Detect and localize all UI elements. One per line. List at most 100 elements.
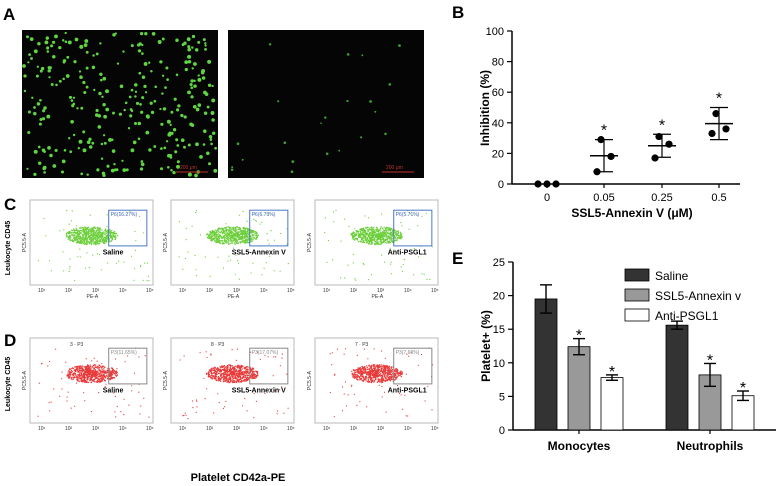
- flow-event: [235, 240, 237, 243]
- cell-dot-left: [63, 148, 67, 152]
- flow-event: [65, 236, 68, 238]
- flow-event: [233, 380, 235, 382]
- flow-event: [232, 368, 235, 371]
- flow-event: [242, 228, 244, 230]
- flow-event: [391, 234, 394, 236]
- cell-dot-left: [45, 37, 49, 40]
- flow-event: [95, 231, 97, 233]
- flow-event: [371, 228, 373, 231]
- flow-event: [368, 236, 370, 238]
- flow-event: [388, 373, 390, 376]
- cell-dot-left: [105, 107, 110, 112]
- flow-event: [379, 233, 381, 236]
- flow-event: [239, 228, 241, 230]
- cell-dot-left: [167, 132, 172, 137]
- flow-event: [234, 370, 237, 373]
- flow-event: [233, 235, 235, 238]
- flow-event: [225, 370, 227, 372]
- flow-event: [111, 374, 114, 376]
- flow-event: [406, 353, 408, 355]
- flow-event: [395, 233, 397, 236]
- flow-event: [116, 374, 119, 376]
- flow-event: [361, 366, 364, 368]
- flow-event: [123, 261, 125, 263]
- flow-event: [395, 239, 397, 242]
- flow-event: [210, 232, 212, 235]
- flow-event: [361, 379, 364, 382]
- flow-plot-xlabel: PE-A: [372, 294, 384, 300]
- flow-event: [103, 368, 105, 370]
- cell-dot-left: [163, 146, 167, 150]
- cell-dot-left: [113, 162, 116, 166]
- flow-event: [392, 378, 394, 381]
- flow-event: [380, 382, 382, 384]
- flow-event: [385, 369, 387, 372]
- flow-event: [256, 232, 258, 234]
- flow-event: [279, 389, 281, 391]
- flow-event: [398, 236, 400, 239]
- flow-event: [210, 353, 212, 355]
- flow-event: [376, 369, 378, 371]
- flow-event: [83, 392, 85, 394]
- flow-event: [101, 363, 103, 365]
- flow-event: [116, 368, 118, 370]
- flow-event: [235, 377, 237, 380]
- flow-event: [229, 238, 231, 240]
- flow-event: [400, 233, 403, 235]
- flow-event: [363, 241, 366, 244]
- flow-event: [395, 235, 397, 237]
- flow-event: [231, 375, 233, 378]
- flow-event: [335, 209, 337, 211]
- flow-event: [366, 373, 368, 375]
- cell-dot-left: [183, 145, 186, 149]
- flow-event: [227, 229, 229, 231]
- flow-event: [388, 236, 391, 239]
- cell-dot-left: [172, 170, 176, 175]
- cell-dot-left: [141, 43, 144, 47]
- cell-dot-left: [26, 35, 29, 39]
- flow-event: [79, 365, 82, 367]
- flow-event: [114, 395, 116, 398]
- flow-event: [356, 231, 358, 233]
- flow-event: [65, 361, 67, 363]
- cell-dot-left: [46, 50, 50, 53]
- flow-event: [385, 411, 387, 413]
- cell-dot-left: [115, 168, 119, 172]
- flow-event: [89, 228, 92, 230]
- flow-event: [255, 375, 257, 377]
- chart-b-point: [593, 168, 601, 176]
- flow-event: [96, 242, 98, 245]
- flow-event: [371, 235, 374, 237]
- flow-event: [66, 396, 68, 398]
- flow-event: [240, 366, 243, 369]
- cell-dot-left: [93, 88, 96, 92]
- flow-event: [227, 260, 229, 262]
- flow-event: [43, 217, 45, 220]
- flow-event: [207, 235, 210, 237]
- cell-dot-left: [157, 40, 162, 44]
- flow-event: [128, 404, 130, 406]
- flow-event: [226, 370, 229, 372]
- cell-dot-left: [211, 84, 214, 88]
- flow-event: [225, 230, 228, 232]
- flow-event: [68, 237, 70, 239]
- flow-event: [385, 238, 387, 240]
- flow-event: [394, 374, 396, 377]
- cell-dot-left: [213, 168, 218, 173]
- cell-dot-left: [192, 104, 197, 109]
- flow-event: [333, 221, 335, 223]
- flow-event: [110, 240, 113, 242]
- flow-event: [100, 365, 102, 367]
- flow-event: [84, 371, 86, 373]
- flow-event: [144, 355, 146, 357]
- flow-event: [241, 234, 244, 236]
- flow-event: [227, 378, 229, 380]
- flow-event: [383, 232, 386, 235]
- flow-event: [66, 210, 68, 212]
- flow-event: [217, 256, 219, 258]
- flow-event: [102, 377, 105, 379]
- cell-dot-left: [193, 84, 197, 88]
